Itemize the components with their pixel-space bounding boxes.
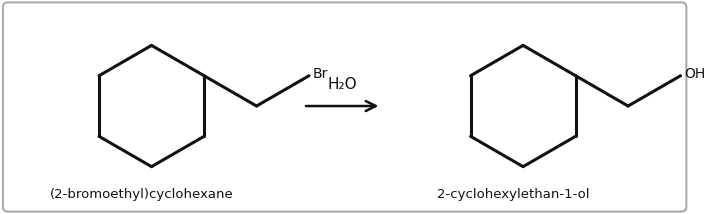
Text: H₂O: H₂O xyxy=(327,77,357,92)
Text: Br: Br xyxy=(313,67,329,81)
FancyBboxPatch shape xyxy=(3,2,687,212)
Text: 2-cyclohexylethan-1-ol: 2-cyclohexylethan-1-ol xyxy=(437,187,589,201)
Text: (2-bromoethyl)cyclohexane: (2-bromoethyl)cyclohexane xyxy=(50,187,233,201)
Text: OH: OH xyxy=(685,67,705,81)
